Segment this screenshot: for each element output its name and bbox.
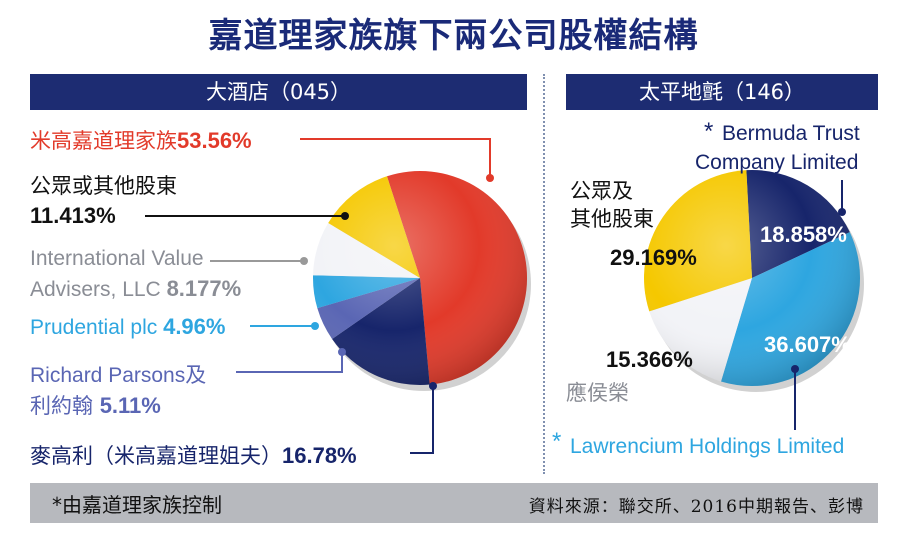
label-pru: Prudential plc 4.96% (30, 314, 225, 340)
label-pru-name: Prudential plc (30, 316, 164, 339)
pie-shading (644, 170, 860, 386)
label-r-public-line1: 公眾及 (570, 179, 633, 203)
leader-mac (410, 386, 434, 454)
label-iva-line2: Advisers, LLC (30, 278, 167, 301)
right-leader-lines (791, 180, 846, 430)
label-r-public-value: 29.169% (610, 245, 697, 270)
label-lawrencium-value: 36.607% (764, 332, 851, 357)
label-kadoorie-name: 米高嘉道理家族 (30, 129, 177, 153)
leader-kadoorie (300, 138, 491, 178)
leader-rp (236, 352, 343, 373)
left-leader-lines (145, 138, 494, 454)
leader-iva-dot (300, 257, 308, 265)
label-ying-value: 15.366% (606, 347, 693, 372)
label-r-public-line2: 其他股東 (570, 207, 654, 231)
label-mac-name: 麥高利（米高嘉道理姐夫） (30, 444, 282, 468)
label-bermuda-line2: Company Limited (695, 151, 859, 174)
label-ying-name: 應侯榮 (566, 381, 629, 405)
leader-mac-dot (429, 382, 437, 390)
label-rp-line1: Richard Parsons及 (30, 364, 207, 387)
label-bermuda-star: * (704, 118, 714, 145)
label-iva-value: 8.177% (166, 276, 242, 301)
leader-lawrencium-dot (791, 365, 799, 373)
label-bermuda-value: 18.858% (760, 222, 847, 247)
left-pie-chart (313, 170, 531, 391)
footer-bar: *由嘉道理家族控制 資料來源：聯交所、2016中期報告、彭博 (30, 483, 878, 523)
label-rp-value: 5.11% (99, 393, 161, 418)
right-chart-header: 太平地氈（146） (566, 74, 878, 110)
label-bermuda-line1: Bermuda Trust (722, 122, 860, 145)
leader-rp-dot (338, 348, 346, 356)
label-pru-value: 4.96% (163, 314, 226, 339)
chart-divider (543, 74, 545, 474)
label-mac: 麥高利（米高嘉道理姐夫）16.78% (30, 440, 357, 470)
footer-note: *由嘉道理家族控制 (52, 493, 222, 517)
label-rp-line2: 利約翰 (30, 394, 100, 418)
label-rp: 利約翰 5.11% (30, 390, 161, 420)
label-public-value: 11.413% (30, 203, 116, 228)
leader-public-dot (341, 212, 349, 220)
leader-kadoorie-dot (486, 174, 494, 182)
pie-shading (313, 171, 527, 385)
right-pie-chart (643, 170, 864, 392)
label-kadoorie-value: 53.56% (177, 128, 252, 153)
page-title: 嘉道理家族旗下兩公司股權結構 (208, 16, 699, 56)
label-iva: Advisers, LLC 8.177% (30, 276, 241, 302)
footer-source: 資料來源：聯交所、2016中期報告、彭博 (528, 497, 864, 517)
label-iva-line1: International Value (30, 247, 204, 270)
label-mac-value: 16.78% (282, 443, 357, 468)
leader-bermuda-dot (838, 208, 846, 216)
label-lawrencium-name: Lawrencium Holdings Limited (570, 435, 845, 458)
leader-pru-dot (311, 322, 319, 330)
label-lawrencium-star: * (552, 428, 562, 455)
label-kadoorie: 米高嘉道理家族53.56% (30, 125, 252, 155)
left-chart-header: 大酒店（045） (30, 74, 527, 110)
label-public-name: 公眾或其他股東 (30, 174, 177, 198)
